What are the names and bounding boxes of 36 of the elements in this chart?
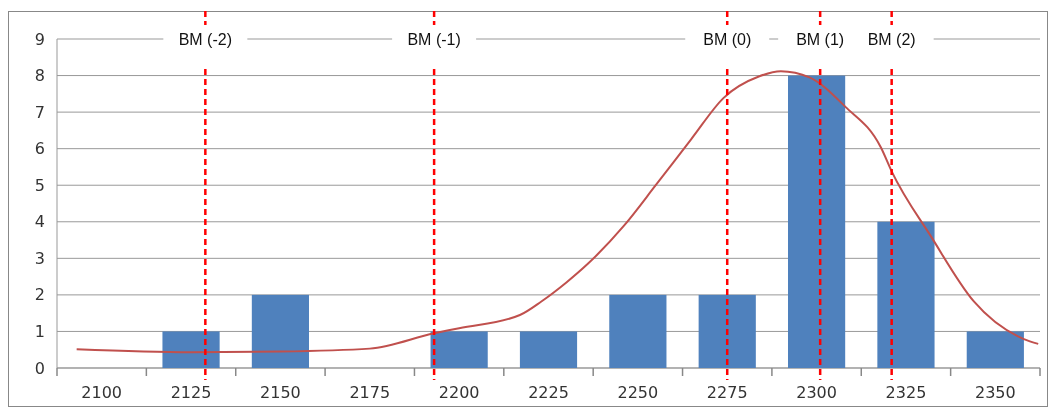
- x-tick-label: 2325: [885, 383, 927, 402]
- x-tick-label: 2125: [170, 383, 212, 402]
- y-tick-label: 7: [34, 102, 45, 122]
- y-tick-label: 4: [34, 212, 45, 232]
- y-tick-label: 3: [34, 248, 45, 268]
- x-tick-label: 2225: [528, 383, 569, 402]
- ref-line-label: BM (2): [867, 30, 916, 48]
- ref-line-label: BM (1): [796, 30, 845, 48]
- x-tick-label: 2100: [81, 383, 123, 402]
- bar: [251, 294, 310, 368]
- x-tick-label: 2250: [617, 383, 659, 402]
- line-series: [75, 70, 1040, 354]
- bar: [698, 294, 756, 368]
- y-tick-label: 1: [34, 322, 45, 342]
- x-tick-label: 2150: [260, 383, 301, 402]
- y-tick-label: 6: [34, 139, 45, 159]
- ref-line-label: BM (0): [703, 30, 752, 48]
- y-tick-label: 0: [34, 358, 45, 378]
- bar: [162, 331, 220, 368]
- bar: [966, 331, 1024, 368]
- x-tick-label: 2175: [349, 383, 391, 402]
- bar: [609, 294, 667, 368]
- bar: [519, 331, 578, 368]
- y-tick-label: 2: [34, 285, 45, 305]
- ref-line-label: BM (-2): [178, 30, 233, 48]
- y-tick-label: 9: [34, 29, 45, 49]
- bar: [877, 221, 935, 368]
- y-tick-label: 8: [34, 66, 45, 86]
- x-tick-label: 2275: [706, 383, 748, 402]
- bar: [430, 331, 488, 368]
- bar: [788, 75, 846, 368]
- ref-line-label: BM (-1): [407, 30, 461, 48]
- x-tick-label: 2350: [974, 383, 1016, 402]
- x-tick-label: 2200: [438, 383, 480, 402]
- x-tick-label: 2300: [796, 383, 837, 402]
- y-tick-label: 5: [34, 175, 45, 195]
